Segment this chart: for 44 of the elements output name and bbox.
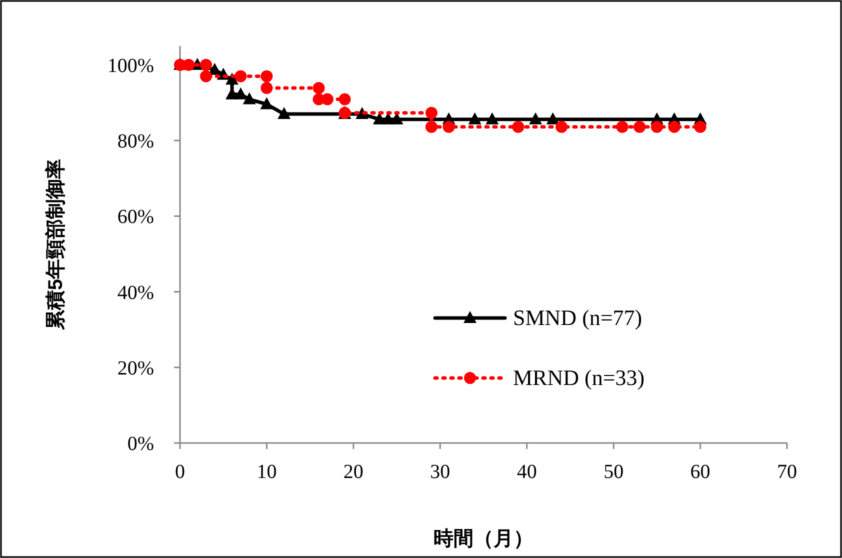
point [278, 107, 291, 120]
point [312, 82, 325, 94]
legend-label: MRND (n=33) [513, 365, 645, 390]
x-tick-label: 30 [430, 461, 450, 483]
y-tick-label: 60% [117, 206, 154, 228]
point [260, 97, 274, 110]
point [650, 120, 663, 133]
point [616, 120, 628, 133]
point [200, 58, 212, 71]
point [338, 93, 351, 106]
point [260, 70, 273, 82]
y-tick-label: 100% [107, 54, 154, 77]
y-tick-label: 80% [117, 130, 154, 153]
point [556, 120, 568, 133]
point [512, 120, 524, 133]
point [468, 112, 482, 124]
point [200, 70, 212, 82]
x-tick-label: 50 [604, 461, 624, 483]
y-tick-label: 20% [117, 357, 154, 380]
point [668, 120, 680, 133]
x-tick-label: 0 [175, 461, 185, 483]
point [425, 120, 438, 133]
point [694, 120, 706, 133]
point [260, 82, 273, 94]
x-tick-label: 10 [256, 461, 277, 483]
x-tick-label: 60 [690, 461, 710, 483]
y-tick-label: 0% [127, 433, 154, 455]
y-tick-label: 40% [117, 282, 154, 304]
point [234, 70, 247, 82]
x-tick-label: 40 [516, 461, 537, 483]
point [425, 106, 438, 119]
point [182, 58, 195, 71]
x-tick-label: 70 [777, 461, 797, 483]
point [442, 120, 455, 133]
point [486, 112, 499, 124]
point [546, 112, 560, 124]
y-axis-title: 累積5年頸部制御率 [44, 158, 67, 332]
legend-label: SMND (n=77) [513, 305, 642, 330]
x-tick-label: 20 [343, 461, 364, 483]
point [634, 120, 646, 133]
point [242, 92, 256, 104]
x-axis-title: 時間（月） [434, 528, 534, 550]
point [234, 87, 248, 100]
point [529, 112, 542, 124]
